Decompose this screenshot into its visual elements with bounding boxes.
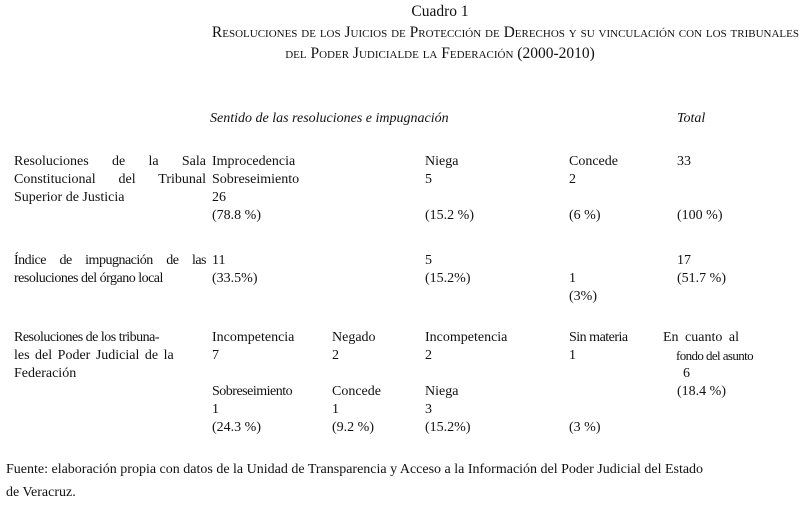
cell-pct: (24.3 %) — [212, 420, 261, 435]
cell-value: 1 — [569, 348, 576, 363]
cell-value: 2 — [569, 172, 576, 187]
row-label-line: les del Poder Judicial de la — [14, 348, 174, 363]
cell-value: 2 — [425, 348, 432, 363]
cell-text: Improcedencia — [212, 154, 296, 169]
cell-pct: (9.2 %) — [332, 420, 374, 435]
row-label: Índice de impugnación de las resolucione… — [14, 253, 207, 286]
total-value: 6 — [683, 366, 690, 381]
total-value: 17 — [677, 253, 691, 268]
total-pct: (18.4 %) — [677, 384, 726, 399]
cell-text: Negado — [332, 330, 376, 345]
cell-value: 1 — [569, 271, 576, 286]
table-number: Cuadro 1 — [411, 3, 469, 20]
row-label: Resoluciones de la Sala Constitucional d… — [14, 154, 206, 205]
cell-pct: (15.2 %) — [425, 208, 474, 223]
cell-text: Sobreseimiento — [212, 172, 300, 187]
total-pct: (51.7 %) — [677, 271, 726, 286]
cell-text: Niega — [425, 384, 459, 399]
cell-text: Incompetencia — [212, 330, 295, 345]
cell-value: 7 — [212, 348, 219, 363]
cell-pct: (15.2%) — [425, 271, 471, 286]
header-sentido: Sentido de las resoluciones e impugnació… — [210, 111, 449, 126]
cell-pct: (78.8 %) — [212, 208, 261, 223]
cell-value: 1 — [212, 402, 219, 417]
total-pct: (100 %) — [677, 208, 723, 223]
title-line-1: Resoluciones de los Juicios de Protecció… — [211, 24, 799, 41]
row-label-line: Resoluciones de los tribuna- — [14, 330, 160, 345]
row-label-line: Federación — [14, 366, 77, 381]
cell-value: 2 — [332, 348, 339, 363]
footnote-line: Fuente: elaboración propia con datos de … — [6, 462, 704, 477]
cell-pct: (15.2%) — [425, 420, 471, 435]
title-line-2: del Poder Judicialde la Federación (2000… — [285, 45, 595, 62]
cell-value: 5 — [425, 172, 432, 187]
cell-text: Concede — [569, 154, 618, 169]
cell-text: Niega — [425, 154, 459, 169]
cell-text: Sin materia — [569, 330, 628, 345]
total-text: En cuanto al — [663, 330, 739, 345]
footnote-line: de Veracruz. — [6, 485, 76, 500]
cell-text: Concede — [332, 384, 381, 399]
cell-value: 5 — [425, 253, 432, 268]
cell-value: 26 — [212, 190, 226, 205]
cell-value: 3 — [425, 402, 432, 417]
cell-text: Sobreseimiento — [212, 384, 293, 399]
total-text: fondo del asunto — [676, 348, 754, 363]
header-total: Total — [677, 111, 706, 126]
total-value: 33 — [677, 154, 691, 169]
cell-pct: (3%) — [569, 289, 597, 304]
cell-pct: (3 %) — [569, 420, 601, 435]
cell-value: 11 — [212, 253, 226, 268]
cell-pct: (33.5%) — [212, 271, 258, 286]
cell-value: 1 — [332, 402, 339, 417]
cell-pct: (6 %) — [569, 208, 601, 223]
cell-text: Incompetencia — [425, 330, 508, 345]
